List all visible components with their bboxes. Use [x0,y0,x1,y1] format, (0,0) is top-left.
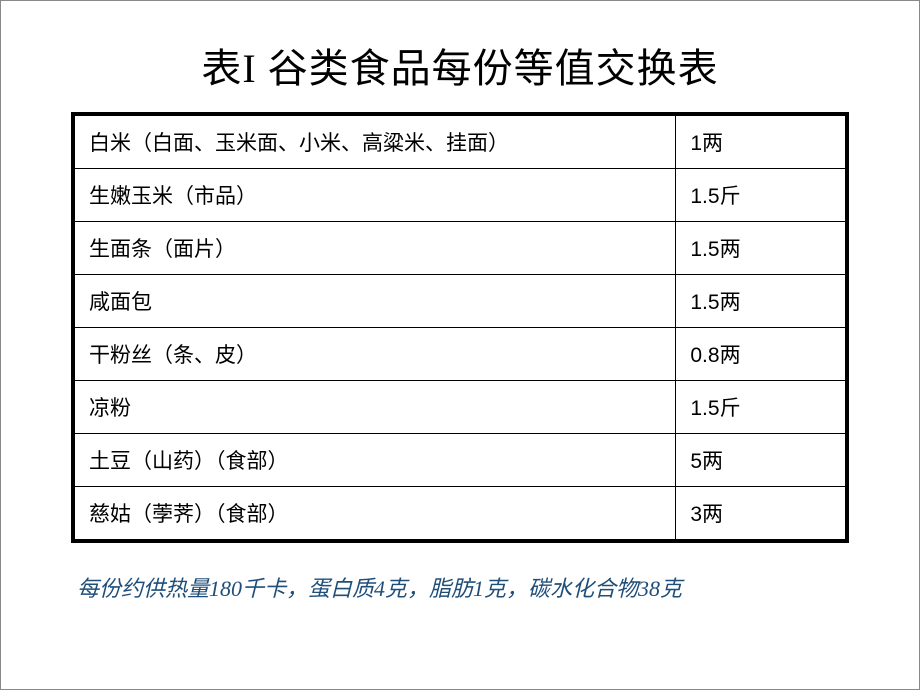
amount-cell: 1两 [676,116,846,169]
amount-cell: 1.5两 [676,275,846,328]
table-row: 白米（白面、玉米面、小米、高粱米、挂面） 1两 [75,116,846,169]
food-cell: 白米（白面、玉米面、小米、高粱米、挂面） [75,116,676,169]
food-cell: 生嫩玉米（市品） [75,169,676,222]
food-cell: 慈姑（荸荠）（食部） [75,487,676,540]
food-cell: 咸面包 [75,275,676,328]
footnote-text: 每份约供热量180千卡，蛋白质4克，脂肪1克，碳水化合物38克 [71,571,849,603]
table-row: 干粉丝（条、皮） 0.8两 [75,328,846,381]
page-title: 表I 谷类食品每份等值交换表 [71,36,849,94]
table-row: 咸面包 1.5两 [75,275,846,328]
food-cell: 凉粉 [75,381,676,434]
table-row: 慈姑（荸荠）（食部） 3两 [75,487,846,540]
table-row: 生面条（面片） 1.5两 [75,222,846,275]
table-row: 土豆（山药）（食部） 5两 [75,434,846,487]
amount-cell: 0.8两 [676,328,846,381]
amount-cell: 3两 [676,487,846,540]
food-cell: 生面条（面片） [75,222,676,275]
exchange-table-container: 白米（白面、玉米面、小米、高粱米、挂面） 1两 生嫩玉米（市品） 1.5斤 生面… [71,112,849,543]
amount-cell: 1.5斤 [676,381,846,434]
exchange-table: 白米（白面、玉米面、小米、高粱米、挂面） 1两 生嫩玉米（市品） 1.5斤 生面… [74,115,846,540]
amount-cell: 1.5斤 [676,169,846,222]
table-row: 凉粉 1.5斤 [75,381,846,434]
amount-cell: 5两 [676,434,846,487]
table-body: 白米（白面、玉米面、小米、高粱米、挂面） 1两 生嫩玉米（市品） 1.5斤 生面… [75,116,846,540]
table-row: 生嫩玉米（市品） 1.5斤 [75,169,846,222]
amount-cell: 1.5两 [676,222,846,275]
slide-container: 表I 谷类食品每份等值交换表 白米（白面、玉米面、小米、高粱米、挂面） 1两 生… [1,1,919,689]
food-cell: 土豆（山药）（食部） [75,434,676,487]
food-cell: 干粉丝（条、皮） [75,328,676,381]
